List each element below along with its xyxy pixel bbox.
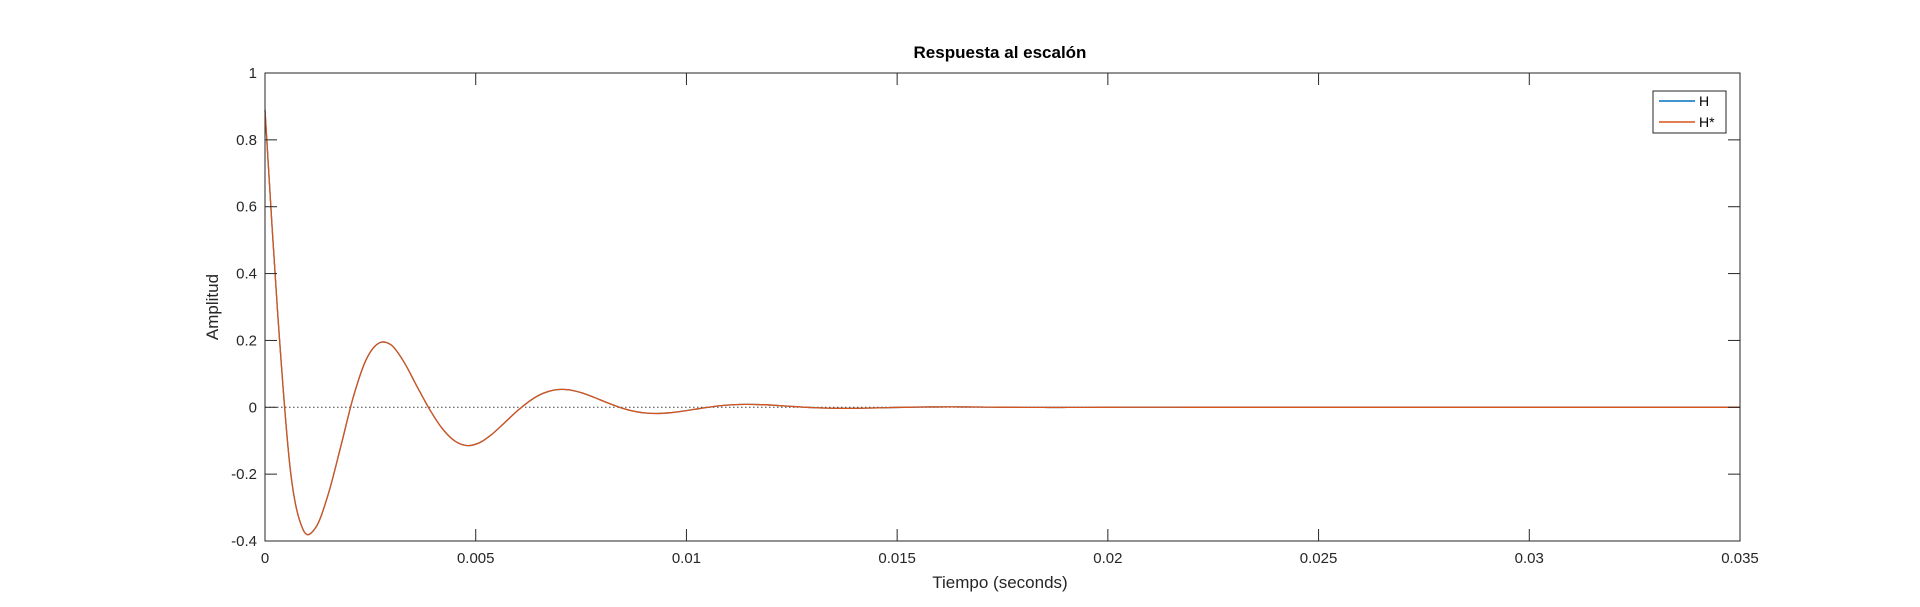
axes-frame	[264, 72, 1741, 542]
legend-label-h: H	[1699, 93, 1709, 109]
y-tick-label: 0.6	[236, 199, 257, 216]
legend-label-h-star: H*	[1699, 114, 1715, 130]
y-tick-label: -0.2	[231, 466, 257, 483]
ticks-group: 0 0.005 0.01 0.015 0.02 0.025 0.03 0.035 -0.4 -0.…	[231, 65, 1759, 567]
series-group	[264, 110, 1740, 536]
x-tick-label: 0.015	[878, 550, 916, 567]
y-tick-label: 1	[249, 65, 257, 82]
x-tick-label: 0.005	[457, 550, 495, 567]
x-tick-label: 0.03	[1515, 550, 1544, 567]
y-tick-label: 0.8	[236, 132, 257, 149]
plot-area	[265, 73, 1740, 541]
x-tick-label: 0.035	[1721, 550, 1759, 567]
y-tick-label: 0.2	[236, 332, 257, 349]
x-axis-label: Tiempo (seconds)	[932, 573, 1067, 592]
x-tick-label: 0.02	[1093, 550, 1122, 567]
y-axis-label: Amplitud	[203, 274, 222, 340]
y-tick-label: 0	[249, 399, 257, 416]
y-tick-label: 0.4	[236, 266, 257, 283]
y-tick-label: -0.4	[231, 533, 257, 550]
legend: H H*	[1652, 90, 1727, 134]
legend-box	[1652, 90, 1727, 134]
series-line-h-star	[264, 110, 1740, 536]
x-tick-label: 0.025	[1300, 550, 1338, 567]
x-tick-label: 0.01	[672, 550, 701, 567]
x-tick-label: 0	[261, 550, 269, 567]
chart-title: Respuesta al escalón	[914, 43, 1087, 62]
